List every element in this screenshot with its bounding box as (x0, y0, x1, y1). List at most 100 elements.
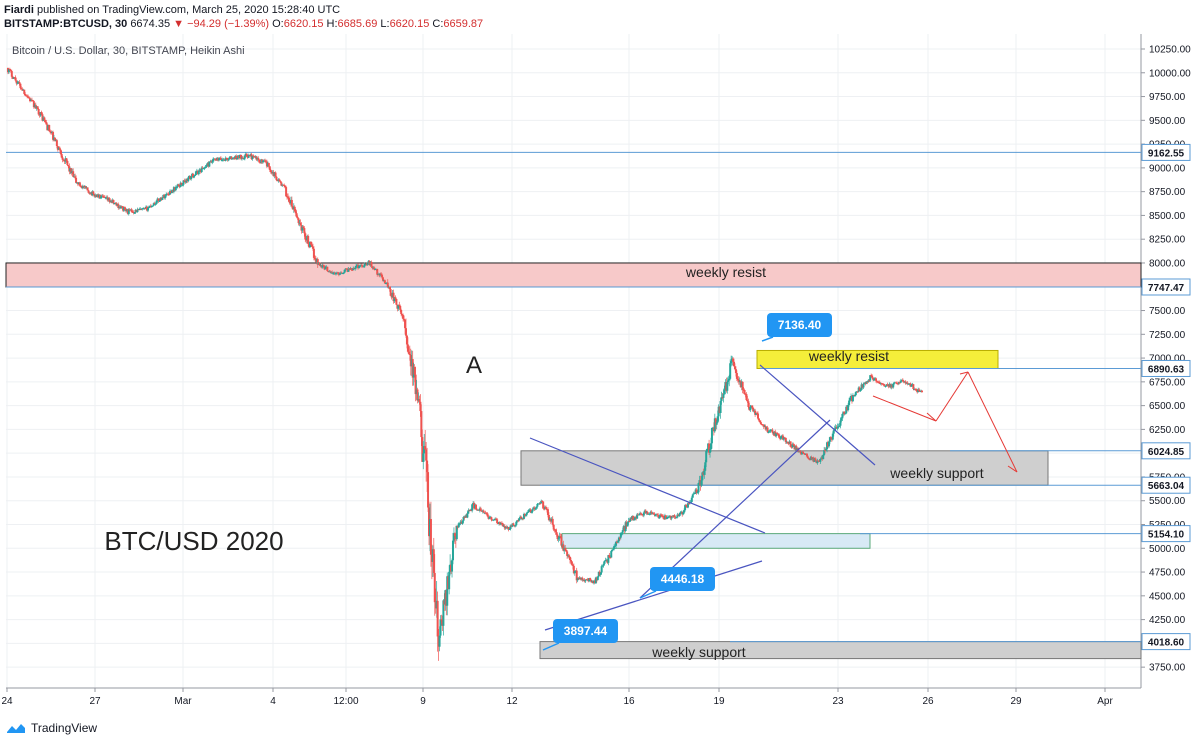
candle-body (301, 226, 304, 231)
candle-body (853, 395, 856, 397)
candle-body (61, 157, 64, 160)
candle-body (427, 472, 430, 508)
level-label: 9162.55 (1148, 148, 1185, 159)
candle-body (573, 570, 576, 574)
trend-line (759, 364, 876, 466)
candle-body (805, 453, 808, 457)
candle-body (332, 273, 335, 275)
candle-body (402, 315, 405, 319)
candle-body (194, 171, 197, 176)
candle-body (103, 196, 106, 198)
tag-pointer (542, 642, 560, 651)
y-tick-label: 6500.00 (1149, 401, 1186, 412)
candle-body (847, 404, 850, 411)
candle-body (202, 168, 205, 170)
candle-body (639, 513, 642, 515)
y-tick-label: 10250.00 (1149, 45, 1191, 56)
candle-body (590, 579, 593, 582)
candle-body (177, 184, 180, 187)
candle-body (884, 385, 887, 387)
candle-body (607, 555, 610, 563)
price-tag-box (650, 567, 715, 591)
candle-body (776, 432, 779, 434)
x-tick-label: 27 (89, 696, 101, 707)
candle-body (619, 532, 622, 538)
candle-body (656, 514, 659, 516)
candle-body (371, 266, 374, 268)
candle-body (559, 536, 562, 538)
candle-body (628, 521, 631, 523)
candle-body (556, 534, 559, 540)
candle-body (646, 512, 649, 515)
candle-body (130, 209, 133, 212)
candle-body (600, 566, 603, 573)
candle-body (709, 449, 712, 453)
candle-body (182, 180, 185, 185)
candle-body (440, 619, 443, 621)
candle-body (258, 159, 261, 163)
author-name[interactable]: Fiardi (4, 4, 34, 16)
candle-body (274, 172, 277, 177)
level-labels: 9162.55 7747.47 6890.63 6024.85 5663.04 5154.… (1141, 143, 1191, 651)
candle-body (205, 165, 208, 167)
candle-body (240, 154, 243, 159)
candle-body (756, 413, 759, 419)
candle-body (406, 344, 409, 352)
candle-body (154, 203, 157, 205)
candle-body (366, 263, 369, 265)
candle-body (284, 185, 287, 188)
candle-body (545, 507, 548, 510)
candle-body (99, 196, 102, 199)
candle-body (10, 71, 13, 77)
candle-body (507, 527, 510, 530)
candle-body (453, 533, 456, 536)
candle-body (297, 218, 300, 224)
candle-body (514, 525, 517, 527)
tag-pointer (761, 336, 774, 342)
candle-body (882, 383, 885, 386)
candle-body (416, 389, 419, 401)
symbol-line: BITSTAMP:BTCUSD, 30 6674.35 ▼ −94.29 (−1… (4, 18, 483, 30)
candle-body (775, 432, 778, 437)
arrow-head (926, 412, 937, 422)
projection-arrows (872, 371, 1018, 473)
candle-body (247, 155, 250, 158)
y-tick-label: 4250.00 (1149, 615, 1186, 626)
candle-body (710, 427, 713, 444)
candle-body (728, 378, 731, 381)
candle-body (370, 261, 373, 267)
y-tick-label: 5000.00 (1149, 544, 1186, 555)
candle-body (769, 430, 772, 432)
candle-body (839, 420, 842, 426)
candle-body (404, 328, 407, 336)
candle-body (400, 310, 403, 315)
ohlc-low-key: L: (380, 18, 390, 30)
y-tick-label: 8250.00 (1149, 235, 1186, 246)
candle-body (610, 551, 613, 558)
zone-grey (520, 450, 1049, 486)
candle-body (713, 418, 716, 432)
candle-body (311, 246, 314, 249)
candle-body (482, 510, 485, 513)
candle-body (828, 437, 831, 442)
candle-body (496, 519, 499, 523)
tradingview-brand[interactable]: TradingView (31, 721, 98, 735)
y-tick-label: 8750.00 (1149, 187, 1186, 198)
candle-body (117, 204, 120, 208)
candle-body (747, 401, 750, 407)
candle-body (16, 82, 19, 84)
candle-body (52, 132, 55, 140)
candle-body (381, 274, 384, 278)
candle-body (586, 579, 589, 581)
candle-body (542, 501, 545, 509)
candle-body (26, 95, 29, 97)
candle-body (571, 564, 574, 566)
candle-body (351, 269, 354, 271)
candle-body (352, 268, 355, 271)
price-tag-label: 4446.18 (661, 572, 705, 586)
candle-body (60, 153, 63, 158)
candle-body (790, 446, 793, 448)
candle-body (761, 424, 764, 426)
price-change: ▼ −94.29 (−1.39%) (173, 18, 270, 30)
